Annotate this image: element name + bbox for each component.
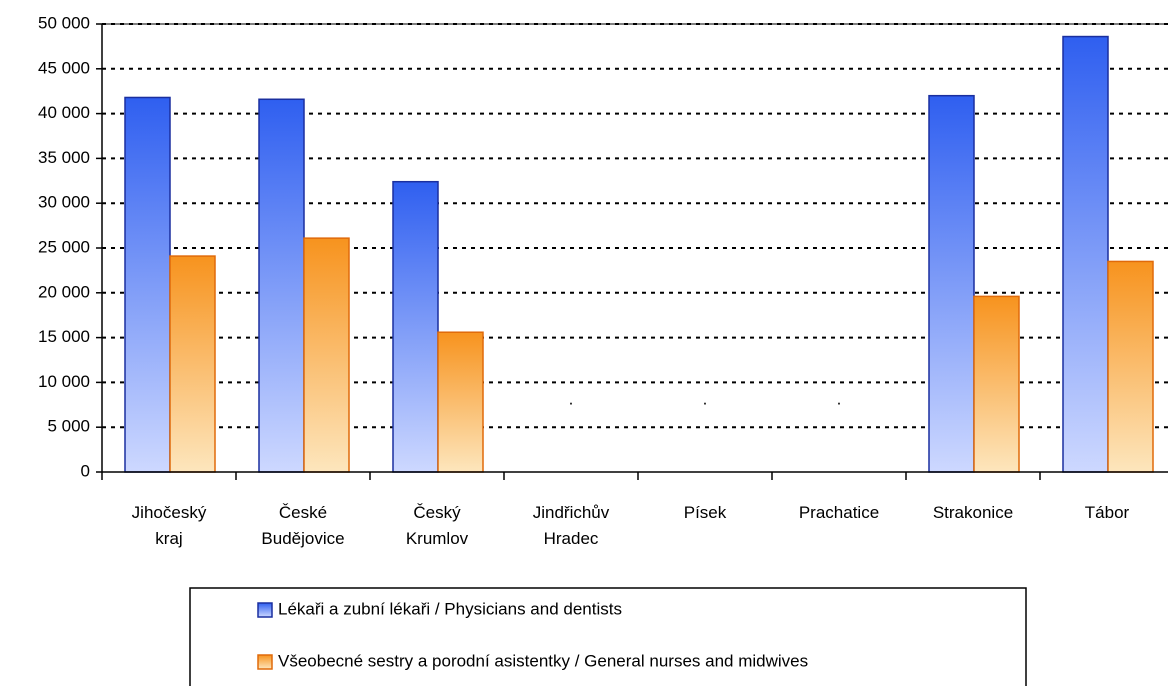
x-tick-label: Písek	[684, 503, 727, 522]
y-tick-label: 10 000	[38, 372, 90, 391]
x-tick-label: Jihočeský kraj	[132, 503, 207, 548]
bar	[973, 295, 1020, 473]
y-tick-label: 5 000	[47, 417, 90, 436]
x-tick-line: Budějovice	[261, 529, 344, 548]
legend-swatch	[257, 602, 273, 618]
legend-label: Všeobecné sestry a porodní asistentky / …	[278, 651, 808, 670]
x-tick-line: Jihočeský	[132, 503, 207, 522]
bar	[437, 331, 484, 473]
bar	[1062, 35, 1109, 473]
x-tick-label: Prachatice	[799, 503, 879, 522]
x-tick-line: Krumlov	[406, 529, 469, 548]
missing-label: .	[837, 389, 842, 408]
bar	[928, 94, 975, 473]
y-tick-label: 25 000	[38, 237, 90, 256]
y-tick-label: 30 000	[38, 193, 90, 212]
x-tick-line: Prachatice	[799, 503, 879, 522]
bar	[392, 180, 439, 473]
y-tick-label: 35 000	[38, 148, 90, 167]
legend-swatch	[257, 654, 273, 670]
y-tick-label: 0	[81, 461, 90, 480]
x-tick-label: Jindřichův Hradec	[533, 503, 610, 548]
bar	[258, 98, 305, 473]
y-tick-label: 15 000	[38, 327, 90, 346]
legend-box	[189, 587, 1027, 686]
y-tick-label: 40 000	[38, 103, 90, 122]
x-tick-line: České	[279, 503, 327, 522]
missing-label: .	[569, 389, 574, 408]
y-tick-label: 45 000	[38, 58, 90, 77]
x-tick-label: Strakonice	[933, 503, 1013, 522]
x-tick-line: Strakonice	[933, 503, 1013, 522]
x-tick-label: Tábor	[1085, 503, 1130, 522]
x-tick-line: Písek	[684, 503, 727, 522]
x-tick-label: České Budějovice	[261, 503, 344, 548]
x-tick-line: Hradec	[544, 529, 599, 548]
x-tick-line: Tábor	[1085, 503, 1130, 522]
x-tick-line: Jindřichův	[533, 503, 610, 522]
y-tick-label: 20 000	[38, 282, 90, 301]
bar	[124, 96, 171, 473]
bar	[303, 237, 350, 473]
x-tick-label: Český Krumlov	[406, 503, 469, 548]
bar	[1107, 260, 1154, 473]
x-tick-line: Český	[413, 503, 461, 522]
bar	[169, 255, 216, 473]
x-tick-line: kraj	[155, 529, 182, 548]
missing-label: .	[703, 389, 708, 408]
y-tick-label: 50 000	[38, 13, 90, 32]
legend-label: Lékaři a zubní lékaři / Physicians and d…	[278, 599, 622, 618]
